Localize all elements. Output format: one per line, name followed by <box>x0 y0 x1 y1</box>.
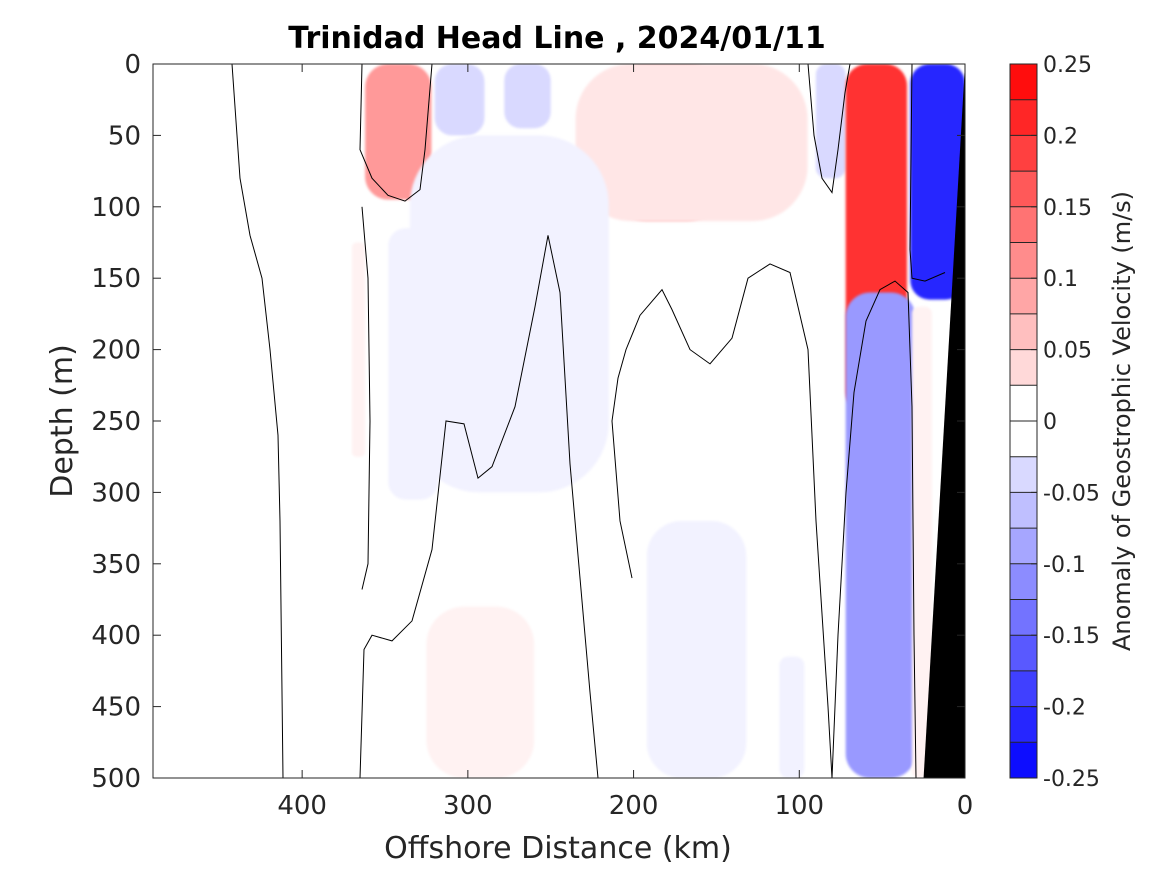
colorbar-step <box>1010 278 1037 315</box>
y-tick-label: 200 <box>91 336 141 366</box>
y-axis-label: Depth (m) <box>45 344 80 498</box>
anomaly-region-positive <box>575 64 808 222</box>
zero-contour-line <box>359 235 599 778</box>
x-axis-label: Offshore Distance (km) <box>384 831 732 866</box>
colorbar-tick-label: -0.05 <box>1043 481 1100 506</box>
zero-contours <box>231 64 946 778</box>
colorbar-step <box>1010 313 1037 351</box>
colorbar-tick-label: -0.15 <box>1043 624 1100 649</box>
colorbar-step <box>1010 171 1037 208</box>
y-tick-label: 400 <box>91 621 141 651</box>
x-tick-label: 300 <box>443 791 493 821</box>
anomaly-region-positive <box>426 606 535 778</box>
colorbar-step <box>1010 242 1037 279</box>
colorbar-step <box>1010 492 1037 529</box>
zero-contour-line <box>807 64 851 194</box>
colorbar-tick-label: 0.15 <box>1043 196 1092 221</box>
zero-contour-line <box>909 64 946 282</box>
colorbar-step <box>1010 206 1037 243</box>
anomaly-region-negative <box>409 135 609 493</box>
anomaly-region-positive <box>911 306 932 778</box>
colorbar-step <box>1010 456 1037 493</box>
zero-contour-line <box>359 64 433 202</box>
y-tick-label: 150 <box>91 264 141 294</box>
y-tick-label: 100 <box>91 193 141 223</box>
colorbar-step <box>1010 421 1037 458</box>
zero-contour-line <box>831 280 917 778</box>
colorbar-step <box>1010 599 1037 636</box>
colorbar-tick-label: 0.25 <box>1043 53 1092 78</box>
x-tick-label: 100 <box>774 791 824 821</box>
colorbar-step <box>1010 563 1037 600</box>
bathymetry <box>923 64 965 778</box>
colorbar-tick-label: 0.05 <box>1043 339 1092 364</box>
colorbar: 0.25 0.2 0.15 0.1 0.05 0 -0.05 -0.1 -0.15 -0.2 -0.… <box>1009 53 1100 792</box>
anomaly-region-positive <box>351 242 366 457</box>
colorbar-step <box>1010 349 1037 386</box>
x-tick-label: 200 <box>609 791 659 821</box>
anomaly-region-negative <box>504 64 551 129</box>
anomaly-region-negative <box>434 64 485 136</box>
seafloor-shape <box>923 64 965 778</box>
plot-area <box>152 63 966 779</box>
anomaly-region-negative <box>646 520 747 778</box>
colorbar-step <box>1010 635 1037 672</box>
colorbar-step <box>1010 385 1037 422</box>
colorbar-tick-label: -0.2 <box>1043 696 1086 721</box>
x-tick-label: 0 <box>957 791 974 821</box>
colorbar-tick-label: 0 <box>1043 410 1057 435</box>
colorbar-tick-label: 0.1 <box>1043 267 1078 292</box>
zero-contour-line <box>361 206 371 590</box>
colorbar-tick-label: -0.25 <box>1043 767 1100 792</box>
colorbar-step <box>1010 742 1037 779</box>
colorbar-step <box>1010 706 1037 743</box>
y-tick-label: 50 <box>108 121 141 151</box>
colorbar-tick-label: 0.2 <box>1043 124 1078 149</box>
y-tick-label: 500 <box>91 764 141 794</box>
y-tick-label: 350 <box>91 550 141 580</box>
x-axis: 400 300 200 100 0 <box>277 64 973 821</box>
colorbar-step <box>1010 670 1037 708</box>
anomaly-region-negative <box>779 656 805 778</box>
colorbar-step <box>1010 528 1037 565</box>
x-tick-label: 400 <box>277 791 327 821</box>
colorbar-tick-label: -0.1 <box>1043 553 1086 578</box>
colorbar-step <box>1010 135 1037 172</box>
chart-title: Trinidad Head Line , 2024/01/11 <box>288 21 825 56</box>
y-tick-label: 250 <box>91 407 141 437</box>
y-tick-label: 0 <box>124 50 141 80</box>
zero-contour-line <box>231 64 284 778</box>
zero-contour-line <box>611 263 833 778</box>
colorbar-step <box>1010 64 1037 101</box>
y-tick-label: 300 <box>91 478 141 508</box>
colorbar-step <box>1010 99 1037 136</box>
y-tick-label: 450 <box>91 693 141 723</box>
anomaly-region-negative <box>845 292 916 778</box>
anomaly-region-positive <box>365 64 432 200</box>
y-axis: 0 50 100 150 200 250 300 350 400 450 500 <box>91 50 965 794</box>
colorbar-label: Anomaly of Geostrophic Velocity (m/s) <box>1108 191 1136 651</box>
velocity-field <box>351 64 965 778</box>
anomaly-region-negative <box>910 64 965 300</box>
